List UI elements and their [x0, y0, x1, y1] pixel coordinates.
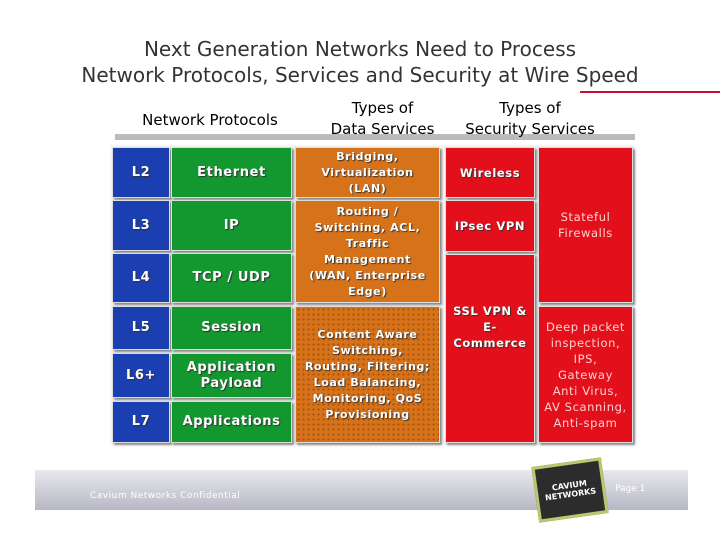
text-line: Routing, Filtering;	[304, 359, 431, 373]
text-line: Wireless	[459, 165, 521, 180]
security-service: Wireless	[445, 147, 535, 198]
security-service: SSL VPN & E- Commerce	[445, 254, 535, 443]
column-header: Network Protocols	[120, 110, 300, 131]
text-line: Bridging,	[336, 149, 399, 163]
logo: CAVIUM NETWORKS	[531, 457, 609, 523]
text-line: inspection,	[550, 335, 621, 350]
text-line: Switching, ACL,	[314, 220, 421, 234]
text-line: AV Scanning,	[544, 399, 627, 414]
layer-level: L4	[112, 253, 170, 303]
text-line: Stateful	[560, 210, 611, 224]
text-line: Anti Virus,	[552, 383, 619, 398]
text-line: Commerce	[453, 336, 527, 350]
text-line: Gateway	[557, 367, 613, 382]
security-service: IPsec VPN	[445, 200, 535, 252]
title-rule	[580, 91, 720, 93]
protocol: Session	[171, 306, 292, 350]
data-service: Content Aware Switching, Routing, Filterin…	[295, 306, 440, 443]
layer-level: L6+	[112, 353, 170, 398]
slide-title: Next Generation Networks Need to Process…	[0, 36, 720, 88]
text-line: Deep packet	[545, 319, 626, 334]
text-line: Virtualization	[321, 165, 414, 179]
text-line: Payload	[200, 375, 263, 391]
text-line: Monitoring, QoS	[312, 391, 423, 405]
text-line: Routing /	[336, 204, 399, 218]
text-line: Data Services	[330, 120, 435, 138]
security-service: Deep packet inspection, IPS, Gateway Anti Vi…	[538, 306, 633, 443]
data-service: Bridging, Virtualization (LAN)	[295, 147, 440, 198]
protocol: Ethernet	[171, 147, 292, 198]
text-line: Content Aware	[317, 327, 418, 341]
text-line: Provisioning	[325, 407, 410, 421]
protocol: Applications	[171, 401, 292, 443]
text-line: SSL VPN &	[453, 304, 527, 318]
protocol: Application Payload	[171, 353, 292, 398]
text-line: E-	[483, 320, 497, 334]
column-header: Types of Security Services	[450, 98, 610, 140]
text-line: Switching,	[331, 343, 404, 357]
data-service: Routing / Switching, ACL, Traffic Managemen…	[295, 200, 440, 303]
text-line: Application	[186, 359, 277, 375]
text-line: Management	[324, 252, 411, 266]
column-header: Types of Data Services	[310, 98, 455, 140]
text-line: Network Protocols, Services and Security…	[81, 63, 639, 87]
text-line: Firewalls	[558, 226, 613, 240]
text-line: Load Balancing,	[313, 375, 422, 389]
text-line: Edge)	[348, 284, 387, 298]
header-band	[115, 134, 635, 140]
text-line: Types of	[351, 99, 414, 117]
text-line: (WAN, Enterprise	[309, 268, 426, 282]
footer-text: Cavium Networks Confidential	[90, 491, 241, 501]
layer-level: L3	[112, 200, 170, 251]
text-line: (LAN)	[348, 181, 387, 195]
text-line: Types of	[499, 99, 561, 117]
text-line: Next Generation Networks Need to Process	[143, 37, 577, 61]
layer-level: L5	[112, 306, 170, 350]
text-line: Security Services	[465, 120, 595, 138]
text-line: IPS,	[573, 351, 598, 366]
protocol: TCP / UDP	[171, 253, 292, 303]
page-number: Page 1	[615, 484, 646, 494]
text-line: Network Protocols	[142, 111, 278, 129]
protocol: IP	[171, 200, 292, 251]
text-line: IPsec VPN	[454, 219, 526, 233]
text-line: Anti-spam	[553, 415, 618, 430]
layer-level: L7	[112, 401, 170, 443]
text-line: Traffic	[345, 236, 390, 250]
security-service: Stateful Firewalls	[538, 147, 633, 303]
layer-level: L2	[112, 147, 170, 198]
